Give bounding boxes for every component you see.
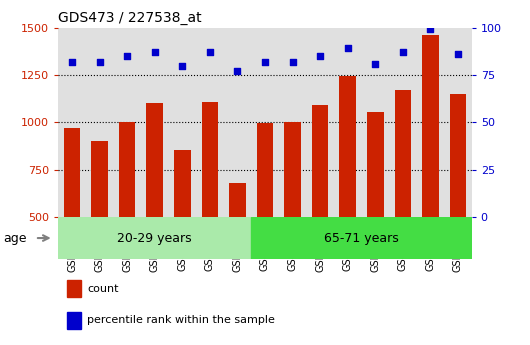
Point <box>426 27 435 32</box>
Point <box>316 53 324 59</box>
Bar <box>312 105 329 312</box>
Bar <box>201 101 218 312</box>
Bar <box>284 122 301 312</box>
Bar <box>119 121 136 312</box>
Point <box>95 59 104 65</box>
Point <box>68 59 76 65</box>
Bar <box>367 112 384 312</box>
Text: count: count <box>87 284 119 294</box>
Bar <box>229 183 246 312</box>
Bar <box>146 104 163 312</box>
Point <box>261 59 269 65</box>
Text: 65-71 years: 65-71 years <box>324 231 399 245</box>
Point <box>288 59 297 65</box>
Bar <box>91 141 108 312</box>
Point <box>399 49 407 55</box>
Bar <box>64 128 81 312</box>
Bar <box>257 124 273 312</box>
Bar <box>251 217 472 259</box>
Point <box>233 68 242 74</box>
Bar <box>67 280 81 297</box>
Point <box>151 49 159 55</box>
Point <box>454 51 462 57</box>
Point <box>178 63 187 68</box>
Point <box>371 61 379 66</box>
Bar <box>58 217 251 259</box>
Text: percentile rank within the sample: percentile rank within the sample <box>87 315 275 325</box>
Point <box>123 53 131 59</box>
Bar <box>339 76 356 312</box>
Text: GDS473 / 227538_at: GDS473 / 227538_at <box>58 11 202 25</box>
Bar <box>67 312 81 329</box>
Bar <box>174 150 191 312</box>
Bar <box>394 90 411 312</box>
Point <box>206 49 214 55</box>
Bar <box>422 35 439 312</box>
Text: 20-29 years: 20-29 years <box>118 231 192 245</box>
Text: age: age <box>3 231 27 245</box>
Bar <box>449 94 466 312</box>
Point <box>343 46 352 51</box>
